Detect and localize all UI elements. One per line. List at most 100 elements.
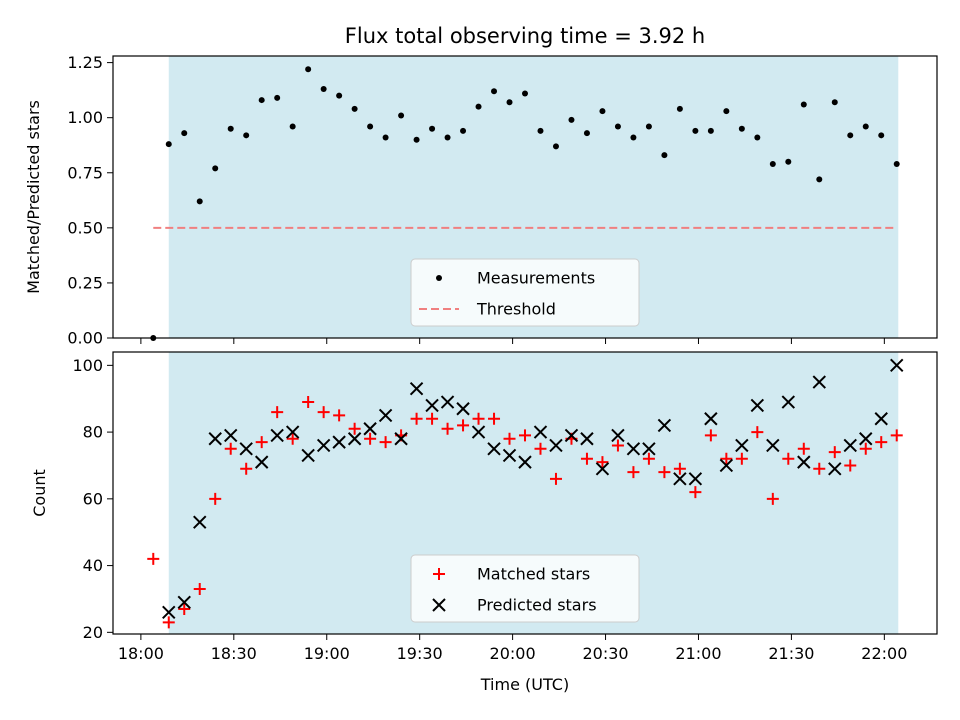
predicted-stars-point [564,428,579,443]
measurements-point [800,101,807,108]
predicted-stars-point [766,438,780,453]
predicted-stars-point [781,395,796,409]
predicted-stars-point [254,455,269,469]
matched-stars-point [627,466,640,479]
measurements-point [661,152,668,159]
panel-counts: 20 40 60 80 100 18:00 18:30 19:00 19:30 20:00 20:3… [30,351,938,663]
predicted-stars-point [456,402,470,416]
x-tick-label: 20:30 [582,644,628,663]
matched-stars-point [720,452,733,465]
matched-stars-point [673,462,686,475]
predicted-stars-point [332,435,346,449]
x-tick-label: 18:30 [211,644,257,663]
predicted-stars-point [409,382,424,396]
measurements-point [847,132,854,139]
measurements-point [475,103,482,110]
matched-stars-point [286,432,299,445]
legend-label: Matched stars [477,565,590,584]
y-tick-label: 0.50 [67,218,103,237]
y-tick-label: 20 [83,623,103,642]
matched-stars-point [255,436,268,449]
predicted-stars-point [239,442,253,456]
matched-stars-point [472,412,485,425]
predicted-stars-point [611,428,625,443]
predicted-stars-point [301,448,315,463]
y-tick-label: 0.00 [67,329,103,348]
y-tick-label: 0.75 [67,163,103,182]
measurements-point [645,123,652,130]
measurements-point [816,176,823,183]
matched-stars-point [596,456,609,469]
matched-stars-point [147,552,160,565]
matched-stars-point [797,442,810,455]
matched-stars-point [549,472,562,485]
x-tick-label: 19:30 [397,644,443,663]
matched-stars-point [735,452,748,465]
predicted-stars-point [750,398,765,413]
y-axis-label: Count [30,469,49,517]
matched-stars-point [209,492,222,505]
measurements-point [568,116,575,123]
measurements-point [413,136,420,143]
legend-box [410,258,640,327]
predicted-stars-point [208,432,222,446]
measurements-point [583,130,590,137]
x-tick-label: 22:00 [861,644,907,663]
matched-stars-point [580,452,593,465]
measurements-point [506,99,513,106]
axes-frame [112,351,938,635]
matched-stars-point [271,406,284,419]
x-tick-label: 21:30 [768,644,814,663]
measurements-point [599,108,606,115]
measurements-point [707,127,714,134]
measurements-point [165,141,172,148]
x-tick-label: 18:00 [118,644,164,663]
measurements-point [785,158,792,165]
y-tick-label: 60 [83,489,103,508]
predicted-stars-point [797,455,811,469]
matched-stars-point [611,439,624,452]
predicted-stars-point [580,432,594,446]
predicted-stars-point [859,432,873,446]
predicted-stars-point [316,438,331,453]
predicted-stars-point [719,458,734,473]
measurements-point [429,125,436,132]
predicted-stars-point [704,412,718,426]
measurements-point [491,88,498,95]
predicted-stars-point [487,442,501,456]
matched-stars-point [224,442,237,455]
measurements-point [723,108,730,115]
matched-stars-point [503,432,516,445]
matched-stars-point [751,426,764,439]
measurements-point [676,105,683,112]
measurements-point [537,127,544,134]
y-axis-label: Matched/Predicted stars [24,100,43,294]
matched-stars-point [488,412,501,425]
measurements-point [862,123,869,130]
predicted-stars-point [874,412,888,426]
matched-stars-point [379,436,392,449]
matched-stars-point [348,422,361,435]
measurements-point [878,132,885,139]
predicted-stars-point [363,422,377,436]
measurements-point [754,134,761,141]
measurements-point [769,160,776,167]
x-tick-label: 20:00 [490,644,536,663]
matched-stars-point [441,422,454,435]
legend-box [410,554,640,623]
predicted-stars-point [162,605,176,620]
y-tick-label: 40 [83,556,103,575]
predicted-stars-point [378,408,393,423]
predicted-stars-point [657,418,672,433]
predicted-stars-point [285,425,300,439]
matched-stars-point [890,429,903,442]
legend-marker-predicted [432,598,446,612]
predicted-stars-point [828,462,842,476]
measurements-point [212,165,219,172]
x-tick-label: 19:00 [304,644,350,663]
measurements-point [522,90,528,97]
measurements-point [382,134,389,141]
legend-label: Measurements [477,269,595,288]
matched-stars-point [875,436,888,449]
predicted-stars-point [533,425,548,439]
